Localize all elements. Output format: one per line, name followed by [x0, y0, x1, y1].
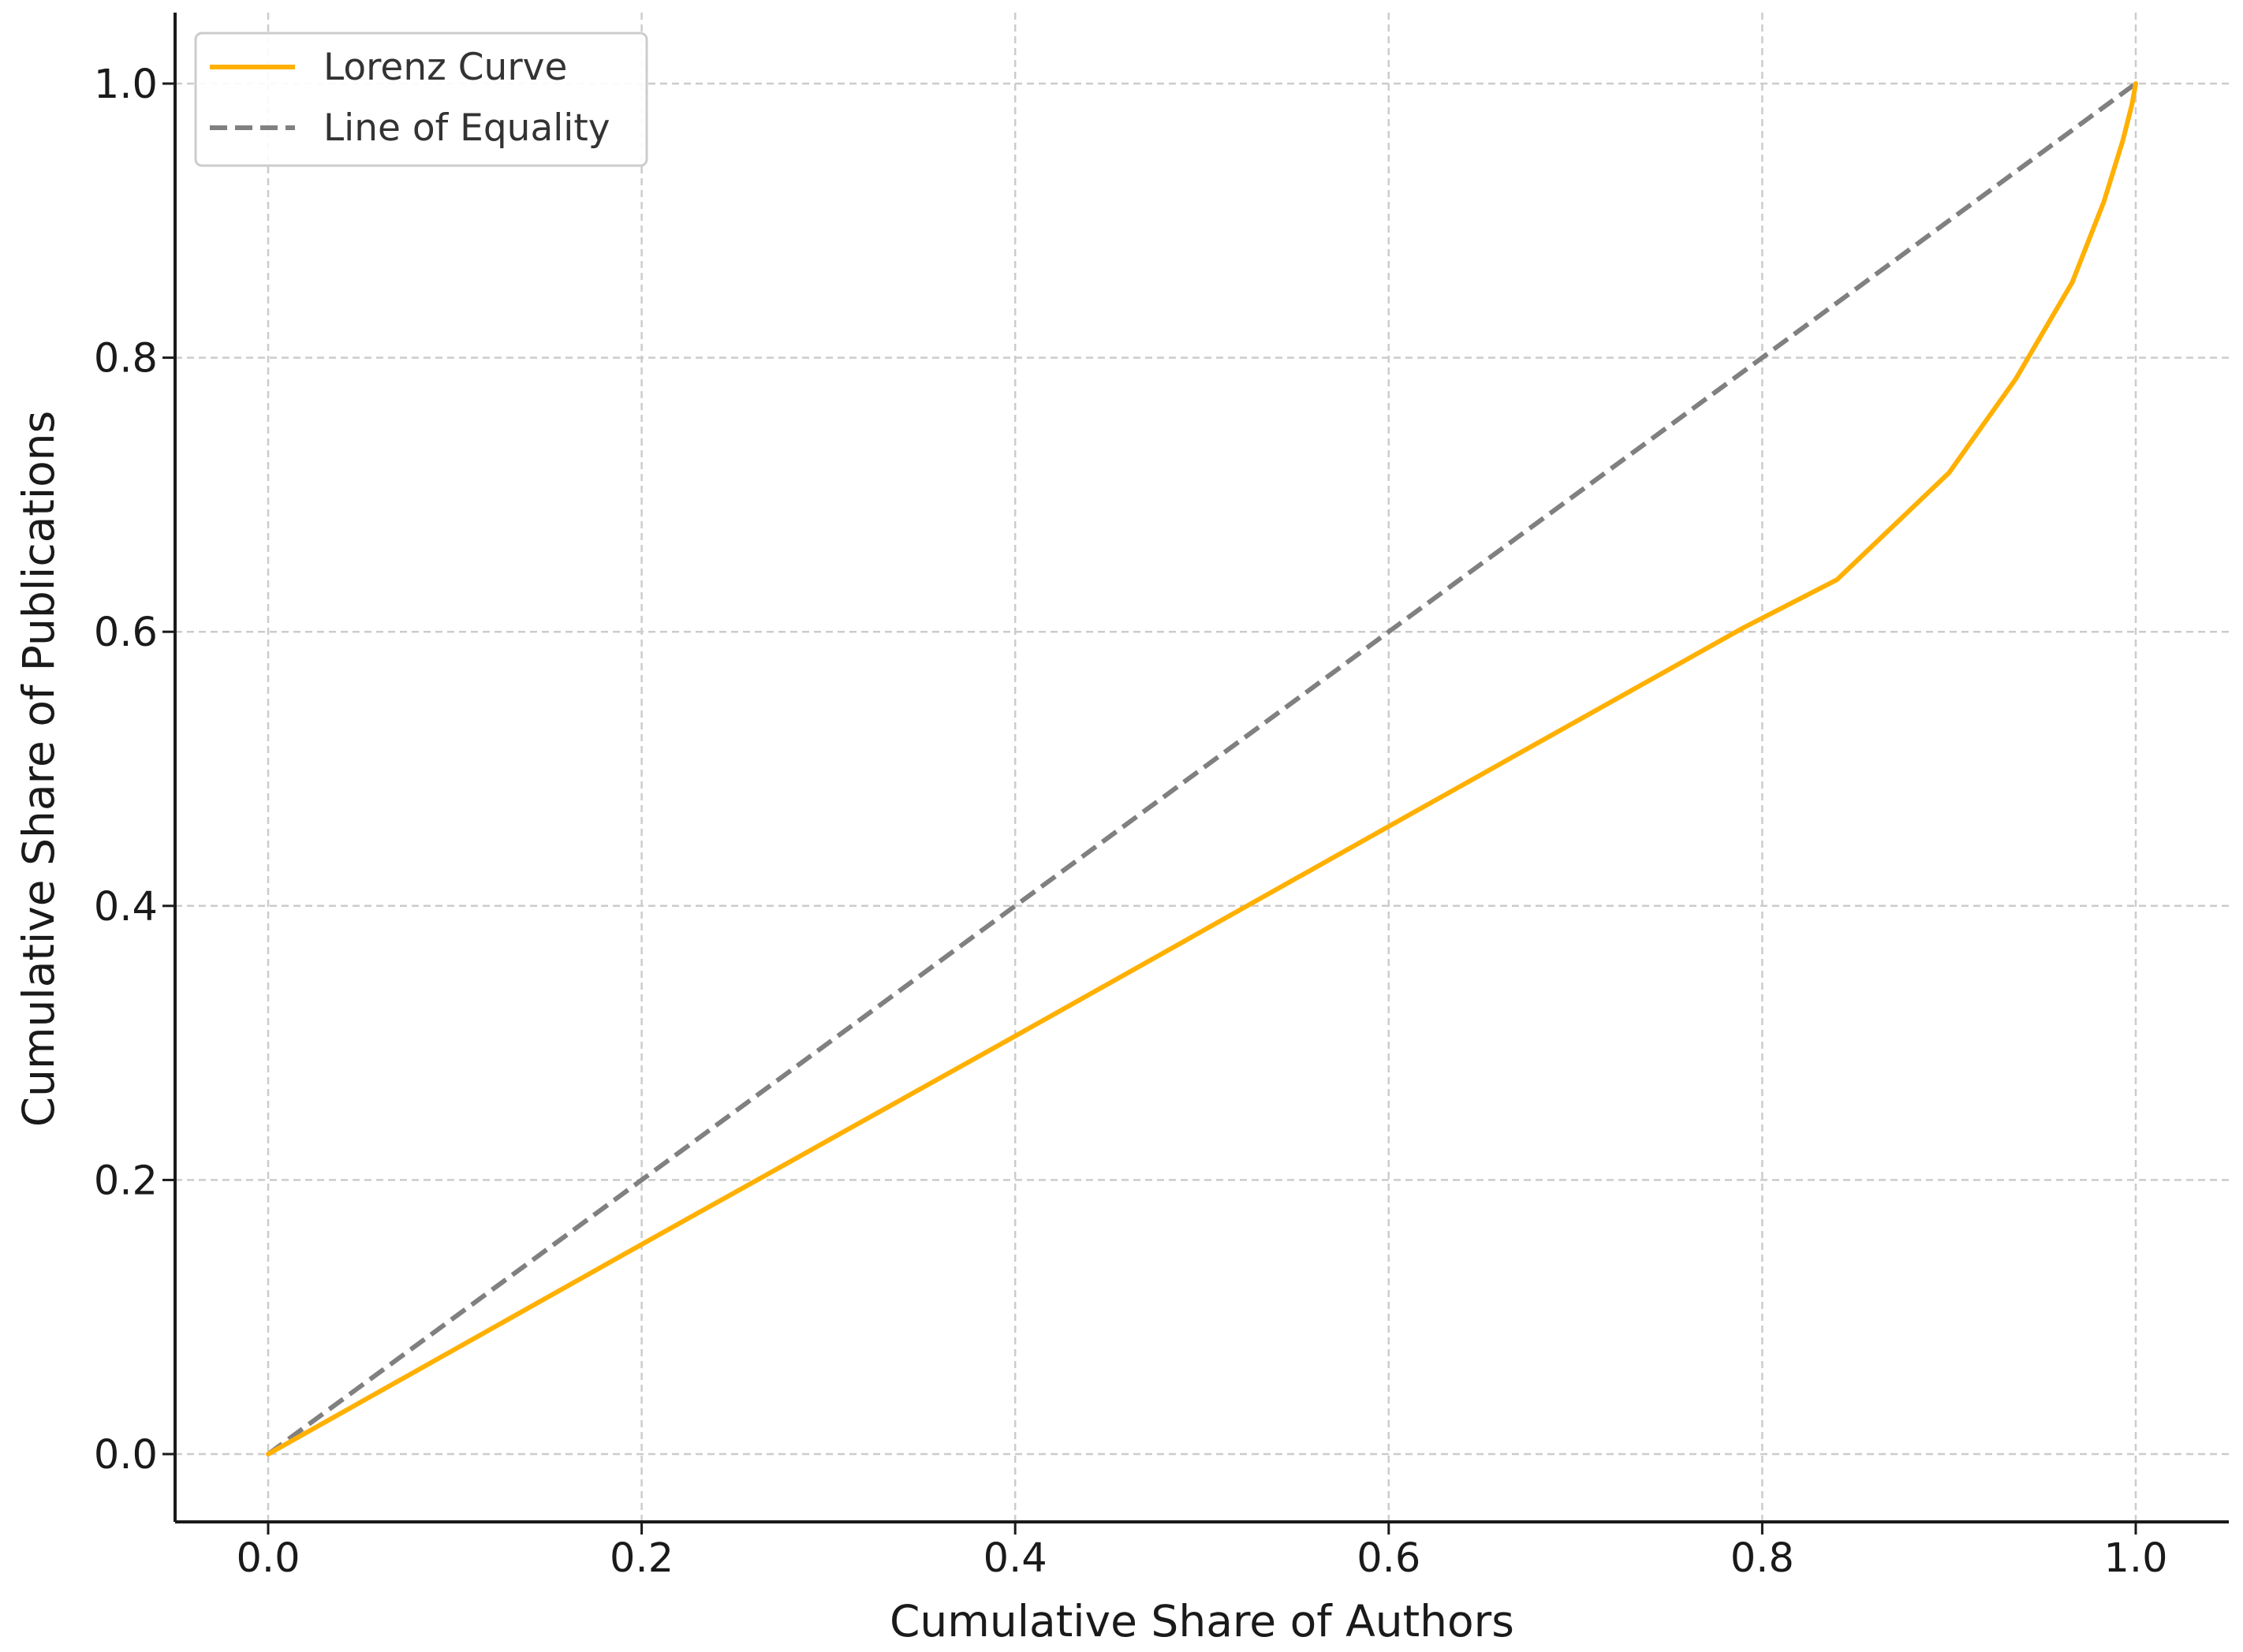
legend-label-line-of-equality: Line of Equality — [323, 106, 610, 150]
x-tick-label: 0.0 — [236, 1535, 300, 1582]
x-tick-label: 0.8 — [1730, 1535, 1794, 1582]
legend: Lorenz Curve Line of Equality — [194, 32, 648, 167]
ticks-layer: 0.0 0.2 0.4 0.6 0.8 1.0 0.0 0.2 0.4 0.6 0.8 1.0 — [94, 62, 2168, 1582]
y-tick-label: 0.0 — [94, 1432, 158, 1479]
legend-label-lorenz-curve: Lorenz Curve — [323, 46, 567, 89]
y-axis-title: Cumulative Share of Publications — [13, 411, 64, 1128]
x-tick-label: 1.0 — [2103, 1535, 2167, 1582]
y-tick-label: 0.8 — [94, 336, 158, 382]
x-tick-label: 0.2 — [610, 1535, 674, 1582]
series-line-lorenz-curve — [266, 81, 2138, 1456]
series-line-line-of-equality — [267, 81, 2137, 1456]
x-tick-label: 0.6 — [1357, 1535, 1420, 1582]
x-tick-label: 0.4 — [983, 1535, 1047, 1582]
y-tick-label: 1.0 — [94, 62, 158, 108]
legend-box — [194, 32, 648, 167]
y-tick-label: 0.4 — [94, 884, 158, 930]
axes-layer — [174, 13, 2229, 1523]
x-axis-title: Cumulative Share of Authors — [890, 1596, 1514, 1646]
series-layer — [266, 81, 2138, 1456]
y-tick-label: 0.6 — [94, 610, 158, 656]
grid-layer — [175, 13, 2229, 1522]
y-tick-label: 0.2 — [94, 1158, 158, 1204]
